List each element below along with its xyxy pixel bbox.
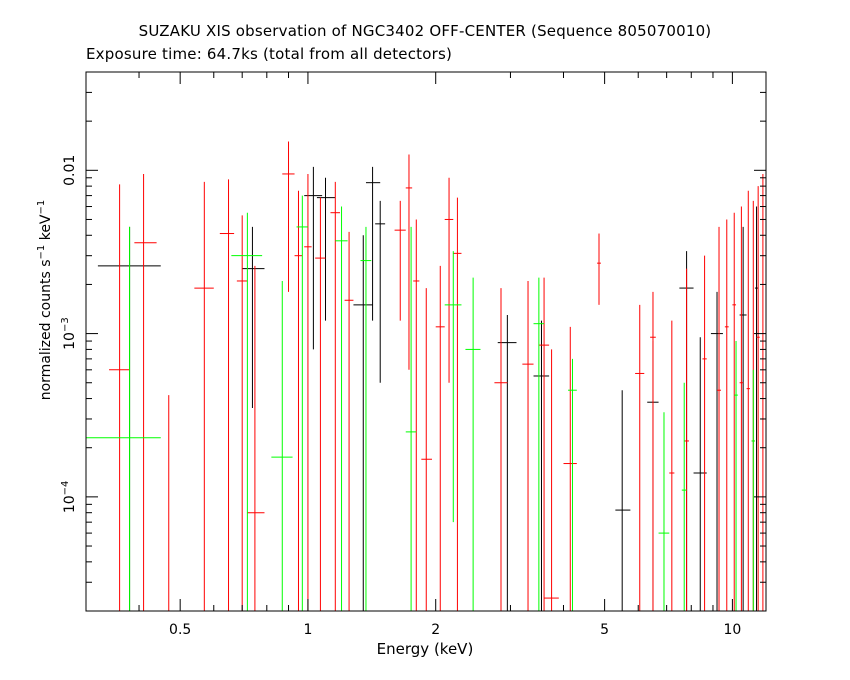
series-1 [109, 141, 765, 612]
data-point [522, 280, 534, 611]
x-tick-label: 1 [303, 622, 312, 638]
data-point [615, 390, 631, 611]
series-layer [86, 141, 765, 612]
y-tick-label: 10−4 [60, 481, 78, 514]
data-point [444, 177, 454, 383]
data-point [421, 288, 432, 611]
data-point [710, 291, 723, 611]
data-point [335, 206, 348, 611]
data-point [669, 320, 675, 611]
x-axis-label: Energy (keV) [376, 640, 474, 658]
data-point [109, 184, 130, 611]
data-point [360, 226, 372, 611]
data-point [538, 277, 550, 611]
data-point [236, 215, 248, 611]
data-point [294, 190, 303, 611]
series-0 [97, 166, 759, 611]
data-point [635, 304, 645, 611]
y-axis-label-exponent-1: −1 [36, 244, 48, 260]
data-point [134, 173, 157, 611]
data-point [533, 277, 545, 611]
data-point [219, 179, 235, 611]
data-point [413, 219, 420, 611]
y-tick-label: 0.01 [62, 155, 78, 186]
data-point [231, 212, 263, 611]
data-point [304, 166, 323, 350]
data-point [684, 268, 689, 611]
data-point [681, 382, 687, 611]
data-point [282, 141, 295, 292]
data-point [658, 412, 670, 611]
data-point [444, 251, 462, 523]
y-tick-label-exponent: −3 [60, 317, 71, 332]
data-point [739, 226, 747, 611]
data-point [194, 181, 214, 611]
chart-title: SUZAKU XIS observation of NGC3402 OFF-CE… [138, 22, 712, 40]
y-axis-label-unit: keV [37, 214, 54, 245]
data-point [394, 200, 406, 321]
data-point [435, 265, 445, 611]
data-point [304, 173, 312, 611]
x-tick-label: 10 [723, 622, 741, 638]
y-tick-label-base: 10 [62, 495, 78, 513]
data-point [271, 280, 293, 611]
series-2 [86, 195, 755, 611]
y-axis-label: normalized counts s−1 keV−1 [36, 200, 54, 401]
data-point [453, 197, 462, 611]
data-point [761, 173, 765, 611]
data-point [494, 288, 508, 611]
data-point [242, 226, 265, 409]
data-point [375, 200, 386, 383]
data-point [702, 255, 707, 611]
data-point [756, 186, 760, 611]
x-tick-label: 2 [431, 622, 440, 638]
data-point [754, 206, 759, 611]
data-point [353, 235, 373, 611]
y-axis-label-text: normalized counts s [37, 259, 54, 401]
data-point [344, 231, 354, 611]
data-point [734, 341, 738, 611]
data-point [465, 277, 481, 611]
data-point [164, 395, 173, 612]
data-point [568, 358, 577, 611]
data-point [751, 369, 755, 611]
chart-subtitle: Exposure time: 64.7ks (total from all de… [86, 45, 453, 63]
data-point [405, 226, 417, 611]
data-point [533, 320, 550, 611]
data-point [544, 349, 559, 611]
data-point [563, 326, 577, 611]
data-point [405, 154, 413, 370]
data-point [247, 265, 265, 611]
data-point [597, 233, 601, 305]
data-point [365, 166, 381, 321]
data-point [315, 197, 326, 611]
data-point [316, 177, 336, 321]
data-point [739, 206, 744, 611]
data-point [296, 195, 308, 611]
y-tick-label-base: 10 [62, 332, 78, 350]
data-point [717, 226, 721, 611]
y-tick-label: 10−3 [60, 317, 78, 350]
data-point [746, 190, 750, 611]
x-tick-label: 5 [600, 622, 609, 638]
data-point [330, 181, 341, 611]
data-point [732, 212, 737, 611]
data-point [724, 219, 729, 611]
data-point [650, 291, 656, 611]
y-axis-label-exponent-2: −1 [36, 199, 48, 215]
y-tick-label-exponent: −4 [60, 481, 71, 496]
data-point [86, 226, 161, 611]
x-tick-label: 0.5 [169, 622, 191, 638]
